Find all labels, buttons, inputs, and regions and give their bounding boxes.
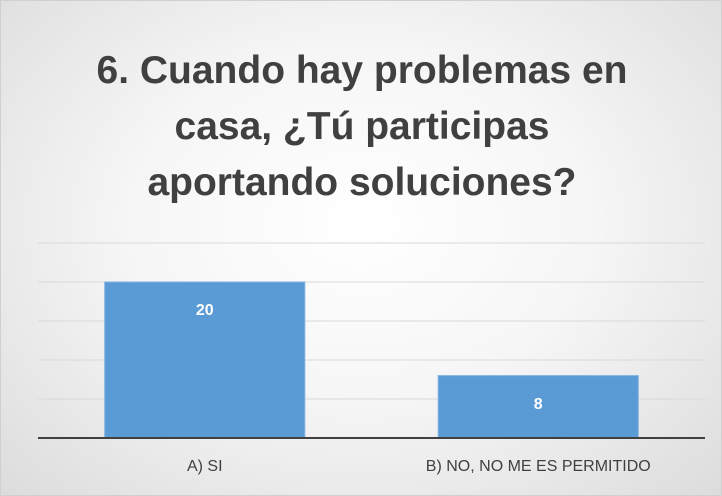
x-tick-label: A) SI	[187, 458, 223, 475]
data-label: 20	[196, 302, 214, 319]
data-label: 8	[534, 396, 543, 413]
chart-title: 6. Cuando hay problemas en casa, ¿Tú par…	[96, 49, 628, 204]
bar	[437, 375, 639, 439]
x-tick-label: B) NO, NO ME ES PERMITIDO	[426, 458, 651, 475]
bar	[104, 281, 306, 439]
